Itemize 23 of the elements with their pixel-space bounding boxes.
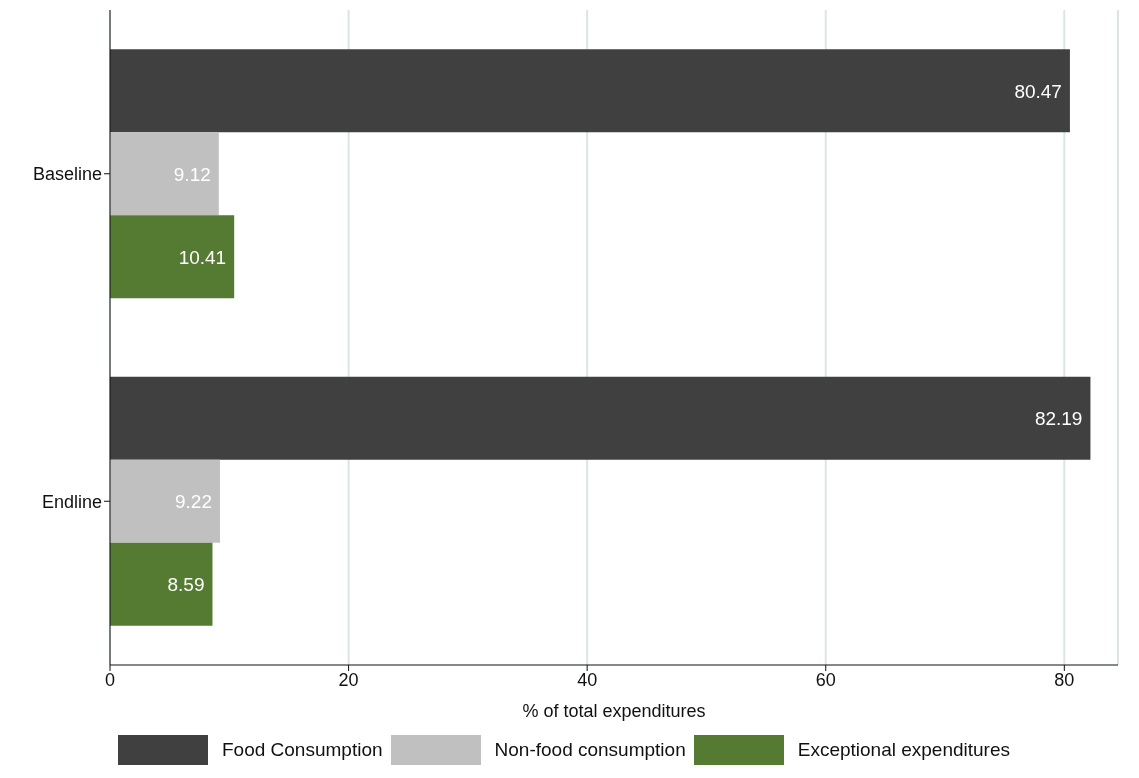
data-label: 8.59	[167, 574, 205, 596]
x-tick-label: 60	[815, 669, 836, 690]
legend-label: Exceptional expenditures	[797, 739, 1011, 761]
bar	[110, 132, 219, 216]
x-tick-label: 20	[338, 669, 359, 690]
legend-label: Food Consumption	[221, 739, 383, 761]
bar	[110, 459, 220, 543]
data-label: 9.12	[173, 163, 211, 185]
data-label: 9.22	[175, 491, 212, 513]
x-tick-label: 80	[1054, 669, 1075, 690]
bar	[110, 215, 235, 299]
data-label: 80.47	[1014, 80, 1062, 102]
data-label: 10.41	[178, 246, 227, 268]
x-tick-label: 0	[104, 669, 116, 690]
x-axis-title: % of total expenditures	[522, 701, 706, 721]
legend-label: Non-food consumption	[494, 739, 686, 761]
bar	[110, 376, 1091, 460]
y-tick-label: Baseline	[32, 164, 102, 185]
x-tick-label: 40	[577, 669, 598, 690]
bar	[110, 542, 213, 626]
y-tick-label: Endline	[41, 491, 102, 512]
bar	[110, 49, 1070, 133]
data-label: 82.19	[1034, 408, 1083, 430]
